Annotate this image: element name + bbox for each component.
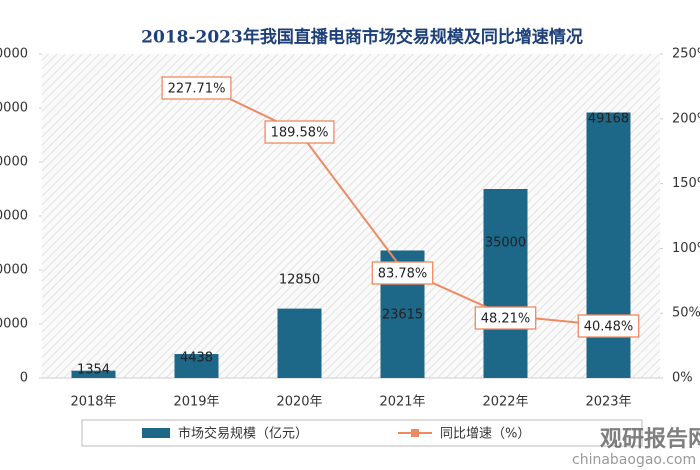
watermark: chinabaogao.com [572, 452, 696, 468]
bar-value-label: 23615 [382, 308, 423, 323]
line-value-label: 83.78% [378, 267, 428, 282]
chart-title: 2018-2023年我国直播电商市场交易规模及同比增速情况 [141, 27, 583, 48]
bar [174, 354, 219, 378]
legend-label: 同比增速（%） [440, 427, 530, 442]
line-value-label: 48.21% [481, 312, 531, 327]
line-value-label-box [371, 261, 434, 285]
line-value-label-box [264, 120, 335, 144]
y-tick-label: 0 [20, 371, 28, 386]
legend-box [81, 419, 643, 447]
x-tick-label: 2022年 [482, 395, 528, 410]
y-tick-label: 10000 [0, 317, 28, 332]
y-tick-label: 40000 [0, 155, 28, 170]
y2-tick-label: 50% [672, 306, 700, 321]
line-value-label-box [577, 314, 640, 338]
y-tick-label: 60000 [0, 47, 28, 62]
bar-value-label: 49168 [588, 112, 629, 127]
legend-swatch [142, 428, 170, 438]
line-value-label-box [474, 306, 537, 330]
bar-value-label: 12850 [279, 273, 320, 288]
watermark: 观研报告网 [600, 427, 700, 452]
y-tick-label: 20000 [0, 263, 28, 278]
x-tick-label: 2020年 [276, 395, 322, 410]
line-value-label-box [161, 76, 232, 100]
bar [483, 189, 528, 378]
x-tick-label: 2021年 [379, 395, 425, 410]
bar [277, 308, 322, 378]
bar-value-label: 35000 [485, 236, 526, 251]
y2-tick-label: 100% [672, 241, 700, 256]
bar [586, 112, 631, 378]
x-tick-label: 2018年 [70, 395, 116, 410]
x-tick-label: 2019年 [173, 395, 219, 410]
line-value-label: 227.71% [168, 82, 226, 97]
x-tick-label: 2023年 [585, 395, 631, 410]
line-value-label: 189.58% [271, 126, 329, 141]
legend-label: 市场交易规模（亿元） [178, 426, 308, 442]
y2-tick-label: 150% [672, 176, 700, 191]
line-value-label: 40.48% [584, 320, 634, 335]
legend-swatch-marker [411, 429, 419, 437]
bar-value-label: 4438 [180, 351, 213, 366]
y2-tick-label: 250% [672, 47, 700, 62]
y-tick-label: 50000 [0, 101, 28, 116]
bar-value-label: 1354 [77, 363, 110, 378]
plot-background [42, 54, 660, 378]
y2-tick-label: 0% [672, 371, 693, 386]
y2-tick-label: 200% [672, 111, 700, 126]
bar [71, 370, 116, 378]
y-tick-label: 30000 [0, 209, 28, 224]
